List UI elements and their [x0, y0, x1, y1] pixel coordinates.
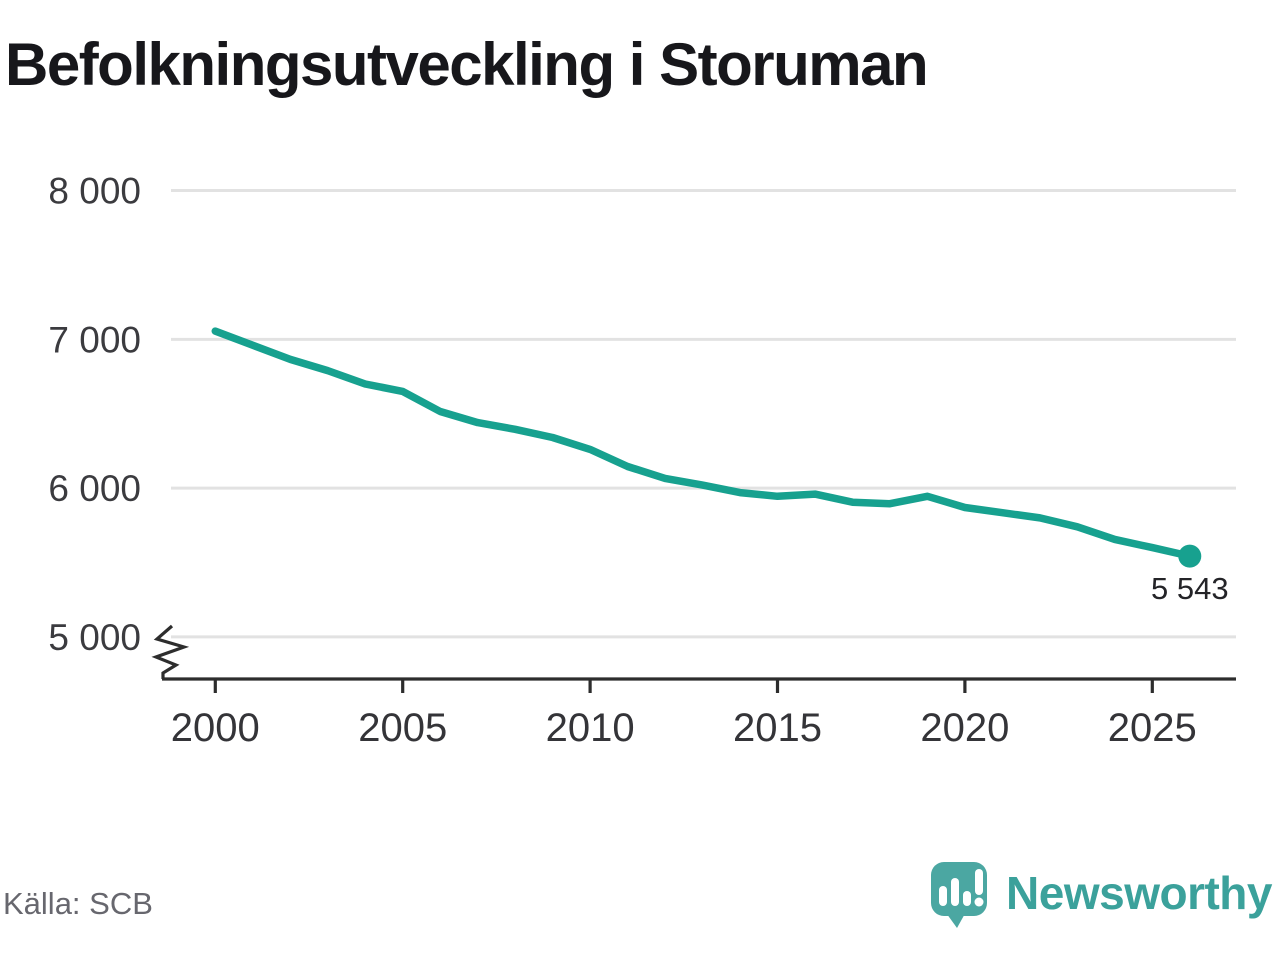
- end-point-marker: [1178, 544, 1202, 568]
- newsworthy-speech-bubble-chart-icon: [931, 862, 988, 928]
- y-tick-label: 5 000: [48, 617, 141, 658]
- newsworthy-wordmark: Newsworthy: [1006, 867, 1272, 919]
- page-title: Befolkningsutveckling i Storuman: [5, 31, 929, 98]
- x-tick-label: 2020: [920, 706, 1009, 750]
- y-tick-label: 6 000: [48, 468, 141, 509]
- x-tick-label: 2025: [1108, 706, 1197, 750]
- end-value-label: 5 543: [1151, 571, 1229, 606]
- y-tick-label: 8 000: [48, 170, 141, 211]
- population-line: [211, 327, 1194, 560]
- newsworthy-logo: Newsworthy: [929, 860, 1272, 930]
- x-tick-label: 2005: [358, 706, 447, 750]
- y-tick-label: 7 000: [48, 319, 141, 360]
- source-label: Källa: SCB: [3, 886, 153, 921]
- axis-break-icon: [151, 624, 190, 679]
- x-tick-label: 2010: [546, 706, 635, 750]
- x-tick-label: 2000: [171, 706, 260, 750]
- x-tick-label: 2015: [733, 706, 822, 750]
